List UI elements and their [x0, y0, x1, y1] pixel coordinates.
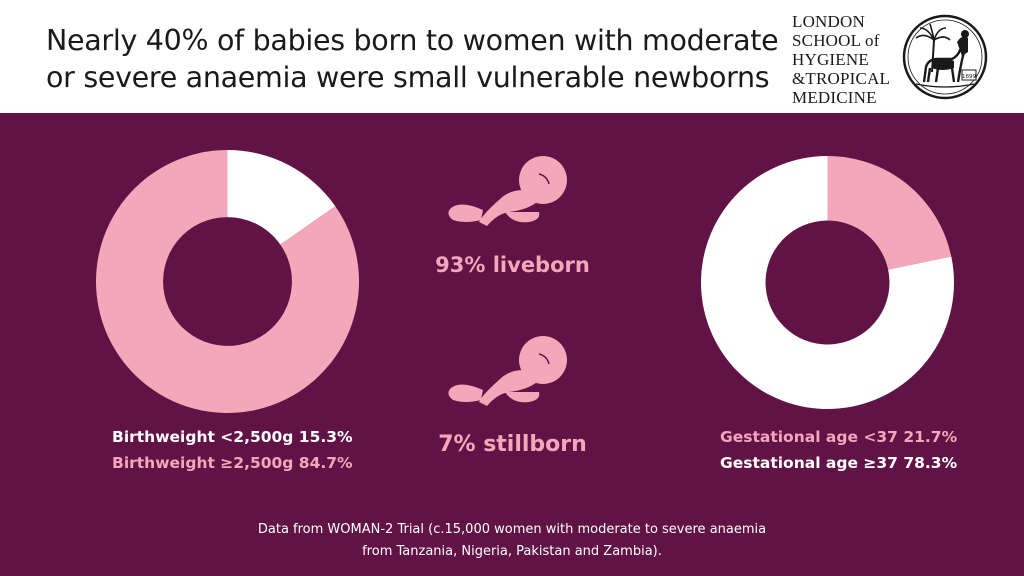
title-line-1: Nearly 40% of babies born to women with … [46, 24, 779, 57]
lshtm-logo: LONDON SCHOOL of HYGIENE &TROPICAL MEDIC… [792, 12, 992, 107]
fetus-icon [448, 156, 567, 226]
logo-line-2: SCHOOL of [792, 31, 880, 50]
gestational-age-donut-chart [701, 156, 954, 409]
footnote-line-2: from Tanzania, Nigeria, Pakistan and Zam… [362, 544, 662, 559]
title-line-2: or severe anaemia were small vulnerable … [46, 61, 770, 94]
logo-line-3: HYGIENE [792, 50, 869, 69]
logo-line-5: MEDICINE [792, 88, 877, 107]
data-source-footnote: Data from WOMAN-2 Trial (c.15,000 women … [212, 519, 812, 563]
legend-item-gestational-term: Gestational age ≥37 78.3% [720, 454, 958, 472]
legend-item-gestational-preterm: Gestational age <37 21.7% [720, 428, 958, 446]
logo-wordmark: LONDON SCHOOL of HYGIENE &TROPICAL MEDIC… [792, 12, 898, 107]
gestational-age-legend: Gestational age <37 21.7% Gestational ag… [720, 424, 957, 476]
fetus-icon [448, 336, 567, 406]
page-title: Nearly 40% of babies born to women with … [46, 22, 779, 96]
liveborn-stat: 93% liveborn [435, 253, 590, 277]
header: Nearly 40% of babies born to women with … [0, 0, 1024, 113]
logo-emblem-label: 1899 [962, 74, 976, 80]
footnote-line-1: Data from WOMAN-2 Trial (c.15,000 women … [257, 522, 767, 537]
legend-item-birthweight-normal: Birthweight ≥2,500g 84.7% [112, 454, 353, 472]
birthweight-legend: Birthweight <2,500g 15.3% Birthweight ≥2… [112, 424, 353, 476]
logo-emblem-icon: 1899 [902, 14, 988, 100]
stillborn-stat: 7% stillborn [438, 432, 587, 457]
birthweight-slice-2 [95, 150, 359, 413]
logo-line-1: LONDON [792, 12, 865, 31]
birthweight-slice-1 [227, 150, 336, 245]
legend-item-birthweight-low: Birthweight <2,500g 15.3% [112, 428, 353, 446]
gestational-age-slice-1 [827, 156, 952, 270]
gestational-age-slice-2 [701, 156, 954, 409]
birthweight-donut-chart [95, 150, 359, 413]
logo-line-4: &TROPICAL [792, 69, 891, 88]
